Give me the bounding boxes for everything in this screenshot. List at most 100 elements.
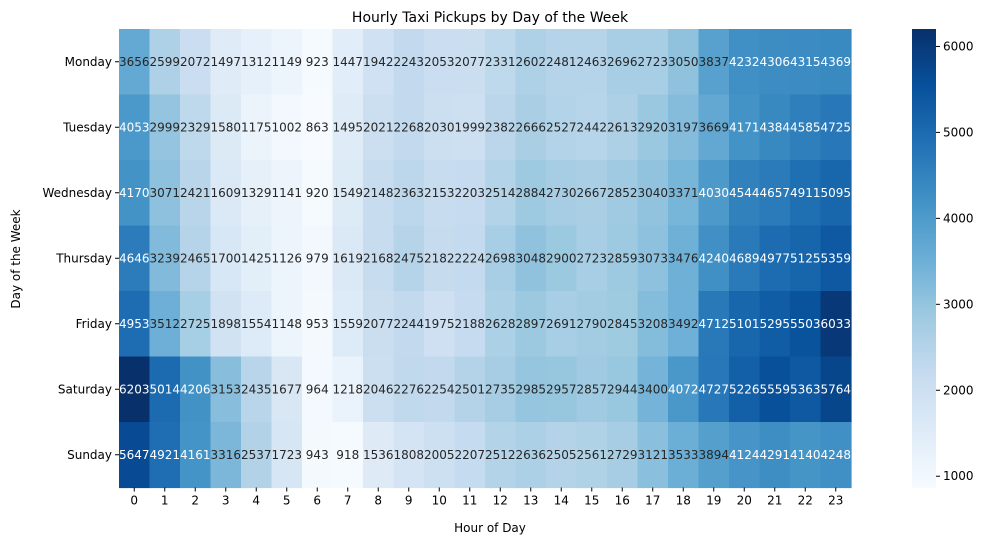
- y-tick-label: Wednesday: [43, 186, 112, 200]
- heatmap-cell: [149, 356, 181, 423]
- cell-value-label: 4248: [820, 448, 851, 462]
- cell-value-label: 6033: [820, 317, 851, 331]
- heatmap-cell: [668, 356, 700, 423]
- cell-value-label: 2857: [576, 382, 607, 396]
- cell-value-label: 3533: [668, 448, 699, 462]
- cell-value-label: 2030: [424, 120, 455, 134]
- colorbar-tick-label: 2000: [943, 383, 974, 397]
- heatmap-cell: [271, 422, 303, 489]
- heatmap-cell: [363, 29, 395, 96]
- heatmap-cell: [424, 422, 456, 489]
- heatmap-cell: [790, 422, 822, 489]
- heatmap-cell: [576, 225, 608, 292]
- x-tick-label: 1: [161, 494, 169, 508]
- heatmap-cell: [485, 225, 517, 292]
- x-tick-label: 23: [828, 494, 843, 508]
- cell-value-label: 3669: [698, 120, 729, 134]
- cell-value-label: 3656: [119, 55, 150, 69]
- heatmap-cell: [607, 356, 639, 423]
- y-tick-label: Thursday: [55, 251, 112, 265]
- x-tick-label: 20: [737, 494, 752, 508]
- cell-value-label: 979: [306, 251, 329, 265]
- heatmap-cell: [607, 422, 639, 489]
- cell-value-label: 1808: [393, 448, 424, 462]
- heatmap-cell: [271, 356, 303, 423]
- cell-value-label: 4977: [759, 251, 790, 265]
- heatmap-cell: [820, 160, 852, 227]
- heatmap-cell: [271, 29, 303, 96]
- cell-value-label: 3040: [637, 186, 668, 200]
- heatmap-cell: [820, 29, 852, 96]
- cell-value-label: 3197: [668, 120, 699, 134]
- heatmap-cell: [332, 29, 364, 96]
- heatmap-cell: [149, 160, 181, 227]
- heatmap-cell: [393, 291, 425, 358]
- x-tick-label: 7: [344, 494, 352, 508]
- heatmap-cell: [729, 160, 761, 227]
- heatmap-cell: [820, 356, 852, 423]
- cell-value-label: 4689: [729, 251, 760, 265]
- heatmap-cell: [180, 225, 212, 292]
- x-tick-label: 12: [493, 494, 508, 508]
- colorbar-gradient: [912, 29, 936, 488]
- cell-value-label: 4712: [698, 317, 729, 331]
- heatmap-cell: [759, 225, 791, 292]
- heatmap-cell: [729, 94, 761, 161]
- cell-value-label: 1447: [332, 55, 363, 69]
- cell-value-label: 2628: [485, 317, 516, 331]
- heatmap-cell: [363, 94, 395, 161]
- cell-value-label: 1559: [332, 317, 363, 331]
- cell-value-label: 6203: [119, 382, 150, 396]
- cell-value-label: 4646: [119, 251, 150, 265]
- cell-value-label: 2203: [454, 186, 485, 200]
- cell-value-label: 1700: [210, 251, 241, 265]
- cell-value-label: 1898: [210, 317, 241, 331]
- cell-value-label: 2602: [515, 55, 546, 69]
- x-tick-label: 11: [462, 494, 477, 508]
- heatmap-cell: [515, 422, 547, 489]
- cell-value-label: 4369: [820, 55, 851, 69]
- heatmap-cell: [729, 225, 761, 292]
- cell-value-label: 2723: [576, 251, 607, 265]
- cell-value-label: 2957: [546, 382, 577, 396]
- x-tick-label: 17: [645, 494, 660, 508]
- heatmap-cell: [637, 356, 669, 423]
- cell-value-label: 1495: [332, 120, 363, 134]
- heatmap-cell: [149, 422, 181, 489]
- heatmap-cell: [119, 29, 151, 96]
- heatmap-cell: [485, 422, 517, 489]
- x-tick-label: 4: [252, 494, 260, 508]
- heatmap-cell: [637, 94, 669, 161]
- heatmap-cell: [119, 225, 151, 292]
- cell-value-label: 1149: [271, 55, 302, 69]
- x-tick-label: 8: [374, 494, 382, 508]
- heatmap-cell: [485, 94, 517, 161]
- cell-value-label: 2072: [180, 55, 211, 69]
- cell-value-label: 2421: [180, 186, 211, 200]
- heatmap-cell: [515, 94, 547, 161]
- heatmap-cell: [607, 94, 639, 161]
- heatmap-cell: [759, 291, 791, 358]
- cell-value-label: 4306: [759, 55, 790, 69]
- cell-value-label: 1141: [271, 186, 302, 200]
- heatmap-cell: [668, 94, 700, 161]
- x-tick-label: 9: [405, 494, 413, 508]
- cell-value-label: 4240: [698, 251, 729, 265]
- heatmap-cell: [515, 291, 547, 358]
- heatmap-cell: [759, 29, 791, 96]
- heatmap-cell: [210, 291, 242, 358]
- x-tick-label: 3: [222, 494, 230, 508]
- heatmap-cell: [241, 225, 273, 292]
- cell-value-label: 2463: [576, 55, 607, 69]
- heatmap-cell: [668, 225, 700, 292]
- cell-value-label: 2636: [515, 448, 546, 462]
- colorbar-tick-label: 1000: [943, 469, 974, 483]
- heatmap-cell: [607, 160, 639, 227]
- heatmap-cell: [149, 225, 181, 292]
- cell-value-label: 5559: [759, 382, 790, 396]
- cell-value-label: 920: [306, 186, 329, 200]
- cell-value-label: 3050: [668, 55, 699, 69]
- cell-value-label: 1175: [241, 120, 272, 134]
- cell-value-label: 2920: [637, 120, 668, 134]
